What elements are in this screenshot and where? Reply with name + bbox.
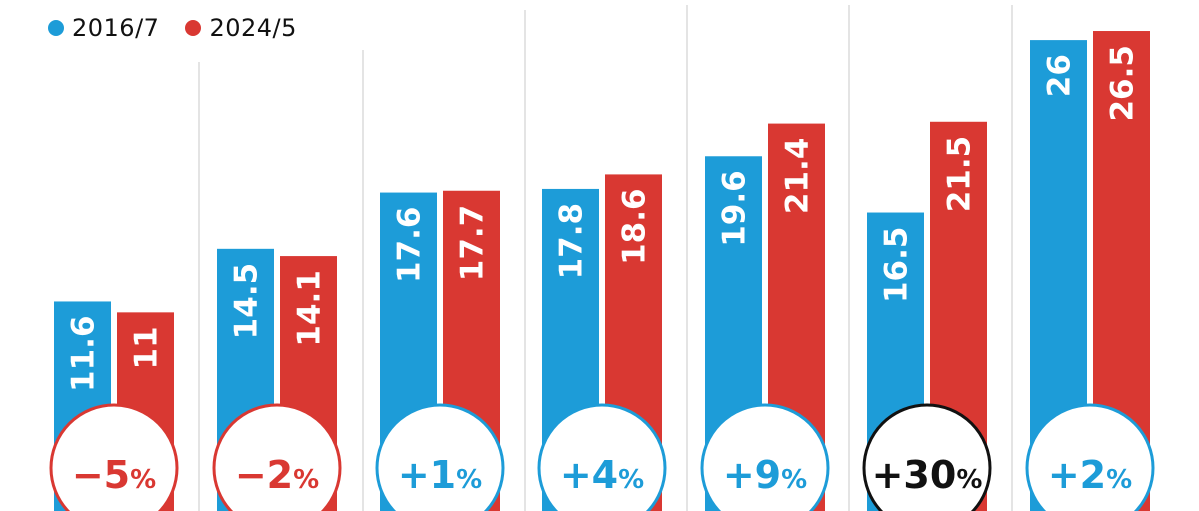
change-percent-sign: % bbox=[618, 465, 644, 495]
change-percent-sign: % bbox=[456, 465, 482, 495]
change-percent-sign: % bbox=[781, 465, 807, 495]
bar-value-label: 11.6 bbox=[66, 315, 102, 392]
bar-value-label: 26 bbox=[1042, 54, 1078, 97]
change-value: −2% bbox=[235, 453, 319, 497]
legend-label-series-2: 2024/5 bbox=[209, 14, 297, 42]
change-percent-sign: % bbox=[130, 465, 156, 495]
bar-value-label: 17.6 bbox=[392, 207, 428, 284]
change-value: +4% bbox=[560, 453, 644, 497]
legend-item-series-1[interactable]: 2016/7 bbox=[48, 14, 159, 42]
bar-value-label: 21.5 bbox=[942, 136, 978, 213]
bar-value-label: 19.6 bbox=[717, 170, 753, 247]
change-percent-sign: % bbox=[293, 465, 319, 495]
change-number: +4 bbox=[560, 453, 618, 497]
change-number: +2 bbox=[1048, 453, 1106, 497]
bar-value-label: 14.5 bbox=[229, 263, 265, 340]
chart-legend: 2016/7 2024/5 bbox=[48, 14, 297, 42]
change-badge bbox=[375, 403, 505, 511]
change-badge bbox=[700, 403, 830, 511]
change-number: +1 bbox=[398, 453, 456, 497]
change-number: −2 bbox=[235, 453, 293, 497]
bar-value-label: 17.8 bbox=[554, 203, 590, 280]
change-badge bbox=[862, 403, 992, 511]
bar-value-label: 18.6 bbox=[617, 188, 653, 265]
change-number: −5 bbox=[72, 453, 130, 497]
change-percent-sign: % bbox=[1106, 465, 1132, 495]
change-value: +2% bbox=[1048, 453, 1132, 497]
change-value: +30% bbox=[872, 453, 983, 497]
bar-value-label: 14.1 bbox=[292, 270, 328, 347]
legend-label-series-1: 2016/7 bbox=[72, 14, 160, 42]
change-number: +30 bbox=[872, 453, 957, 497]
legend-item-series-2[interactable]: 2024/5 bbox=[185, 14, 296, 42]
change-badge bbox=[1025, 403, 1155, 511]
change-number: +9 bbox=[723, 453, 781, 497]
change-value: −5% bbox=[72, 453, 156, 497]
bar-value-label: 17.7 bbox=[455, 205, 491, 282]
legend-swatch-series-1 bbox=[48, 20, 64, 36]
change-badge bbox=[537, 403, 667, 511]
bar-value-label: 11 bbox=[129, 326, 165, 369]
change-percent-sign: % bbox=[956, 465, 982, 495]
change-value: +9% bbox=[723, 453, 807, 497]
bar-value-label: 21.4 bbox=[780, 138, 816, 215]
change-badge bbox=[212, 403, 342, 511]
bar-value-label: 16.5 bbox=[879, 227, 915, 304]
change-value: +1% bbox=[398, 453, 482, 497]
legend-swatch-series-2 bbox=[185, 20, 202, 36]
change-badge bbox=[49, 403, 179, 511]
bar-value-label: 26.5 bbox=[1105, 45, 1141, 122]
